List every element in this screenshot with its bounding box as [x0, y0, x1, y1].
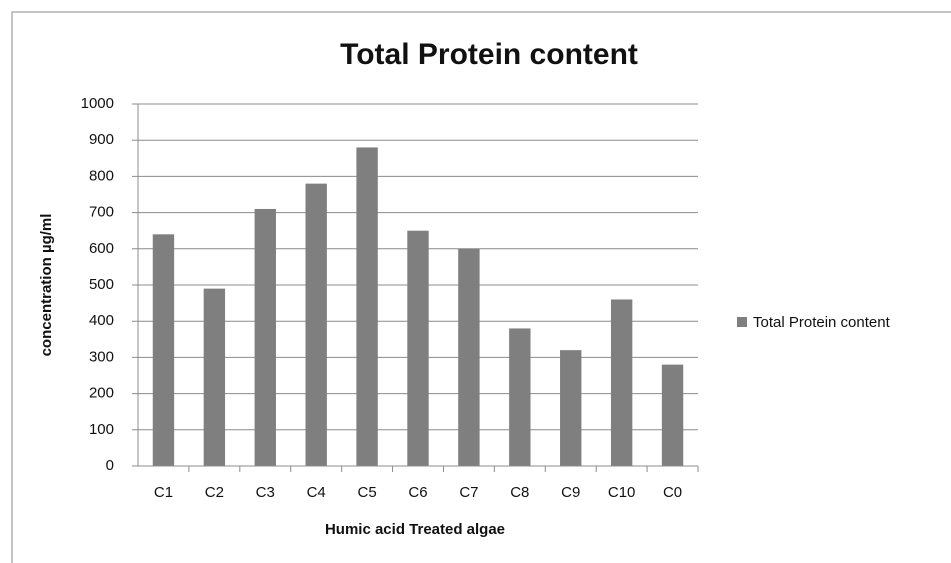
y-tick-label: 700 [89, 204, 114, 221]
bar [509, 328, 531, 466]
bar [407, 230, 429, 466]
x-tick-label: C9 [561, 484, 580, 501]
y-tick-label: 500 [89, 276, 114, 293]
y-tick-label: 300 [89, 348, 114, 365]
y-axis-title: concentration µg/ml [38, 214, 55, 357]
x-tick-label: C2 [205, 484, 224, 501]
bar [203, 288, 226, 466]
x-tick-label: C4 [307, 484, 326, 501]
x-tick-label: C6 [408, 484, 427, 501]
bar [661, 364, 684, 466]
y-tick-label: 800 [89, 167, 114, 184]
y-tick-label: 400 [89, 312, 114, 329]
bar [305, 183, 327, 466]
bar [356, 147, 378, 466]
y-tick-label: 1000 [81, 95, 114, 112]
x-tick-label: C10 [608, 484, 636, 501]
bar [458, 248, 480, 466]
x-tick-label: C0 [663, 484, 682, 501]
legend-label: Total Protein content [753, 314, 891, 331]
x-tick-label: C1 [154, 484, 173, 501]
bar [152, 234, 175, 466]
x-tick-label: C7 [459, 484, 478, 501]
x-tick-label: C3 [256, 484, 275, 501]
legend-swatch [737, 317, 747, 327]
y-tick-label: 900 [89, 131, 114, 148]
bar [560, 350, 582, 466]
y-tick-label: 600 [89, 240, 114, 257]
bar [254, 208, 276, 467]
y-tick-label: 0 [106, 457, 114, 474]
chart-title: Total Protein content [340, 38, 638, 71]
chart-frame [11, 11, 951, 563]
x-axis-title: Humic acid Treated algae [325, 521, 505, 538]
y-tick-label: 200 [89, 385, 114, 402]
y-tick-label: 100 [89, 421, 114, 438]
x-tick-label: C5 [357, 484, 376, 501]
bar [610, 299, 633, 466]
x-tick-label: C8 [510, 484, 529, 501]
